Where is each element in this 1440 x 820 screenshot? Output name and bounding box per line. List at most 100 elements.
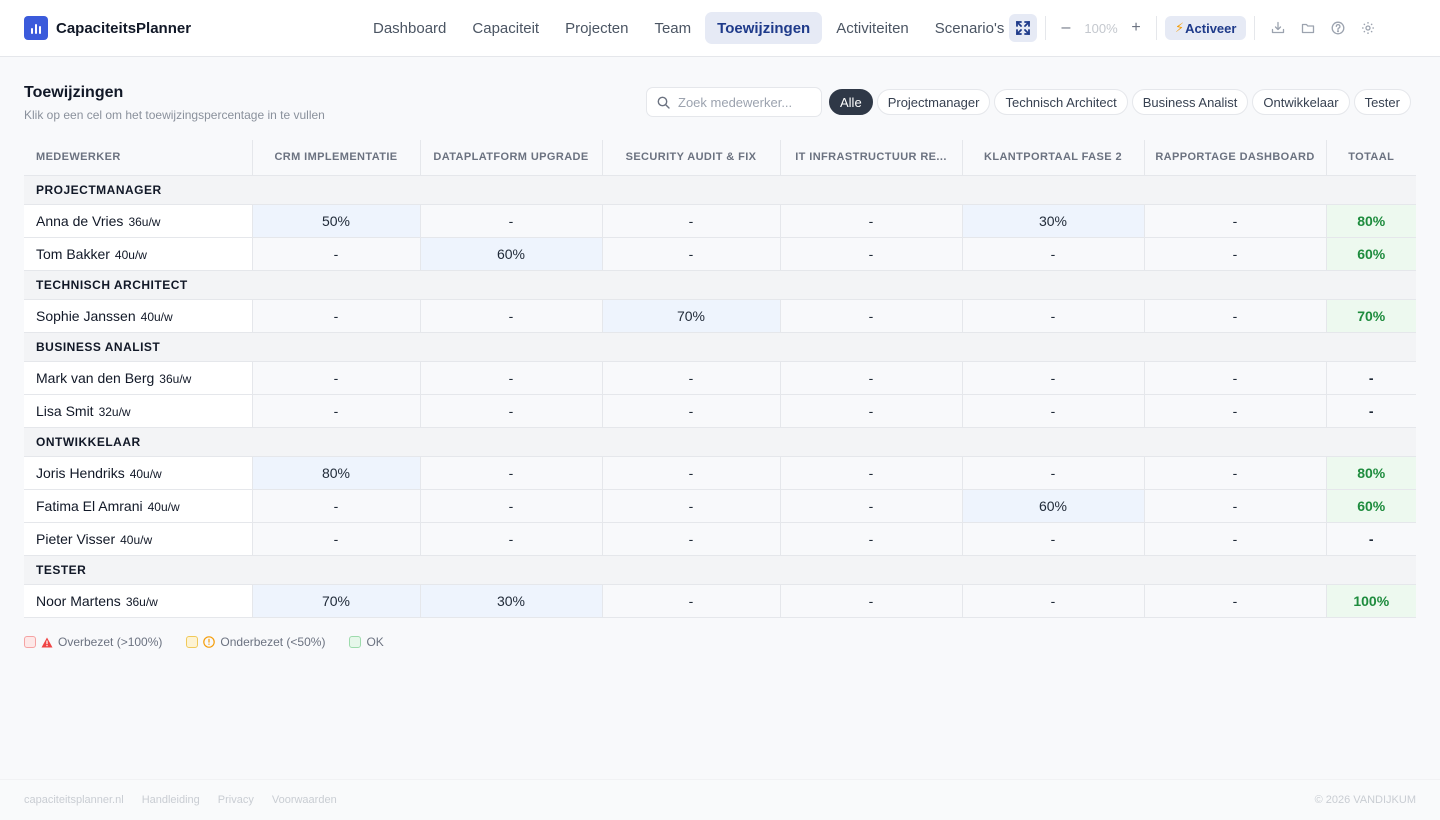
filter-tester[interactable]: Tester xyxy=(1353,89,1411,115)
allocation-cell[interactable]: - xyxy=(780,237,963,271)
nav-toewijzingen[interactable]: Toewijzingen xyxy=(705,12,823,44)
footer-link-voorwaarden[interactable]: Voorwaarden xyxy=(271,794,337,806)
column-header-medewerker[interactable]: Medewerker xyxy=(24,140,253,176)
allocation-cell[interactable]: - xyxy=(602,237,781,271)
allocation-cell[interactable]: - xyxy=(420,394,603,428)
allocation-cell[interactable]: - xyxy=(602,361,781,395)
nav-scenarios[interactable]: Scenario's xyxy=(934,19,1005,37)
allocation-cell[interactable]: - xyxy=(602,456,781,490)
fullscreen-button[interactable] xyxy=(1009,14,1037,42)
settings-button[interactable] xyxy=(1353,14,1383,42)
allocation-cell[interactable]: 80% xyxy=(252,456,421,490)
allocation-cell[interactable]: - xyxy=(420,204,603,238)
column-header-project[interactable]: Rapportage Dashboard xyxy=(1144,140,1327,176)
allocation-cell[interactable]: - xyxy=(962,394,1145,428)
filter-technisch-architect[interactable]: Technisch Architect xyxy=(994,89,1128,115)
allocation-cell[interactable]: - xyxy=(780,299,963,333)
employee-cell: Noor Martens 36u/w xyxy=(24,584,253,618)
allocation-cell[interactable]: 60% xyxy=(962,489,1145,523)
filter-ontwikkelaar[interactable]: Ontwikkelaar xyxy=(1252,89,1350,115)
allocation-cell[interactable]: - xyxy=(252,394,421,428)
download-button[interactable] xyxy=(1263,14,1293,42)
allocation-cell[interactable]: - xyxy=(962,299,1145,333)
employee-hours: 40u/w xyxy=(140,309,173,324)
allocation-cell[interactable]: - xyxy=(252,489,421,523)
employee-cell: Anna de Vries 36u/w xyxy=(24,204,253,238)
allocation-cell[interactable]: - xyxy=(1144,204,1327,238)
allocation-cell[interactable]: 70% xyxy=(252,584,421,618)
role-group-label: Ontwikkelaar xyxy=(24,427,1416,457)
nav-capaciteit[interactable]: Capaciteit xyxy=(472,19,540,37)
allocation-cell[interactable]: 60% xyxy=(420,237,603,271)
brand[interactable]: CapaciteitsPlanner xyxy=(24,16,191,40)
allocation-cell[interactable]: - xyxy=(252,361,421,395)
open-folder-button[interactable] xyxy=(1293,14,1323,42)
allocation-cell[interactable]: - xyxy=(602,489,781,523)
allocation-cell[interactable]: - xyxy=(962,361,1145,395)
total-cell: 60% xyxy=(1326,489,1416,523)
allocation-cell[interactable]: - xyxy=(420,299,603,333)
allocation-cell[interactable]: - xyxy=(1144,489,1327,523)
nav-dashboard[interactable]: Dashboard xyxy=(373,19,447,37)
allocation-cell[interactable]: - xyxy=(420,489,603,523)
employee-cell: Mark van den Berg 36u/w xyxy=(24,361,253,395)
allocation-cell[interactable]: - xyxy=(780,204,963,238)
filter-business-analist[interactable]: Business Analist xyxy=(1131,89,1249,115)
allocation-cell[interactable]: - xyxy=(252,522,421,556)
settings-icon xyxy=(1362,22,1375,34)
allocation-cell[interactable]: - xyxy=(1144,299,1327,333)
allocation-cell[interactable]: - xyxy=(420,456,603,490)
nav-team[interactable]: Team xyxy=(654,19,692,37)
allocation-cell[interactable]: - xyxy=(1144,584,1327,618)
zoom-out-button[interactable]: – xyxy=(1061,19,1071,36)
legend: Overbezet (>100%) Onderbezet (<50%) OK xyxy=(24,635,384,649)
allocation-cell[interactable]: - xyxy=(1144,237,1327,271)
allocation-cell[interactable]: - xyxy=(602,522,781,556)
column-header-project[interactable]: Security Audit & Fix xyxy=(602,140,781,176)
allocation-cell[interactable]: 50% xyxy=(252,204,421,238)
help-button[interactable] xyxy=(1323,14,1353,42)
allocation-table: Medewerker CRM Implementatie Dataplatfor… xyxy=(24,140,1416,618)
allocation-cell[interactable]: - xyxy=(1144,522,1327,556)
filter-alle[interactable]: Alle xyxy=(829,89,873,115)
activate-button[interactable]: ⚡ Activeer xyxy=(1165,16,1247,40)
allocation-cell[interactable]: - xyxy=(1144,456,1327,490)
allocation-cell[interactable]: - xyxy=(602,394,781,428)
footer-link-site[interactable]: capaciteitsplanner.nl xyxy=(24,794,124,806)
nav-activiteiten[interactable]: Activiteiten xyxy=(836,19,909,37)
allocation-cell[interactable]: - xyxy=(962,522,1145,556)
allocation-cell[interactable]: - xyxy=(780,489,963,523)
allocation-cell[interactable]: - xyxy=(780,522,963,556)
filter-projectmanager[interactable]: Projectmanager xyxy=(876,89,991,115)
footer-link-handleiding[interactable]: Handleiding xyxy=(141,794,200,806)
allocation-cell[interactable]: - xyxy=(252,237,421,271)
allocation-cell[interactable]: 70% xyxy=(602,299,781,333)
allocation-cell[interactable]: - xyxy=(1144,394,1327,428)
allocation-cell[interactable]: - xyxy=(780,456,963,490)
nav-projecten[interactable]: Projecten xyxy=(565,19,629,37)
allocation-cell[interactable]: - xyxy=(1144,361,1327,395)
footer-link-privacy[interactable]: Privacy xyxy=(217,794,254,806)
allocation-cell[interactable]: - xyxy=(780,394,963,428)
column-header-project[interactable]: Klantportaal Fase 2 xyxy=(962,140,1145,176)
allocation-cell[interactable]: - xyxy=(602,204,781,238)
column-header-project[interactable]: IT Infrastructuur Re... xyxy=(780,140,963,176)
total-cell: - xyxy=(1326,522,1416,556)
allocation-cell[interactable]: - xyxy=(962,456,1145,490)
allocation-cell[interactable]: - xyxy=(420,522,603,556)
allocation-cell[interactable]: - xyxy=(602,584,781,618)
column-header-project[interactable]: CRM Implementatie xyxy=(252,140,421,176)
allocation-cell[interactable]: - xyxy=(780,361,963,395)
allocation-cell[interactable]: 30% xyxy=(962,204,1145,238)
search-input[interactable] xyxy=(678,94,808,110)
allocation-cell[interactable]: - xyxy=(962,584,1145,618)
allocation-cell[interactable]: - xyxy=(252,299,421,333)
allocation-cell[interactable]: - xyxy=(420,361,603,395)
allocation-cell[interactable]: - xyxy=(780,584,963,618)
top-bar: CapaciteitsPlanner Dashboard Capaciteit … xyxy=(0,0,1440,57)
column-header-project[interactable]: Dataplatform Upgrade xyxy=(420,140,603,176)
allocation-cell[interactable]: - xyxy=(962,237,1145,271)
allocation-cell[interactable]: 30% xyxy=(420,584,603,618)
toolbar: – 100% + ⚡ Activeer xyxy=(1009,12,1383,44)
zoom-in-button[interactable]: + xyxy=(1131,19,1141,36)
